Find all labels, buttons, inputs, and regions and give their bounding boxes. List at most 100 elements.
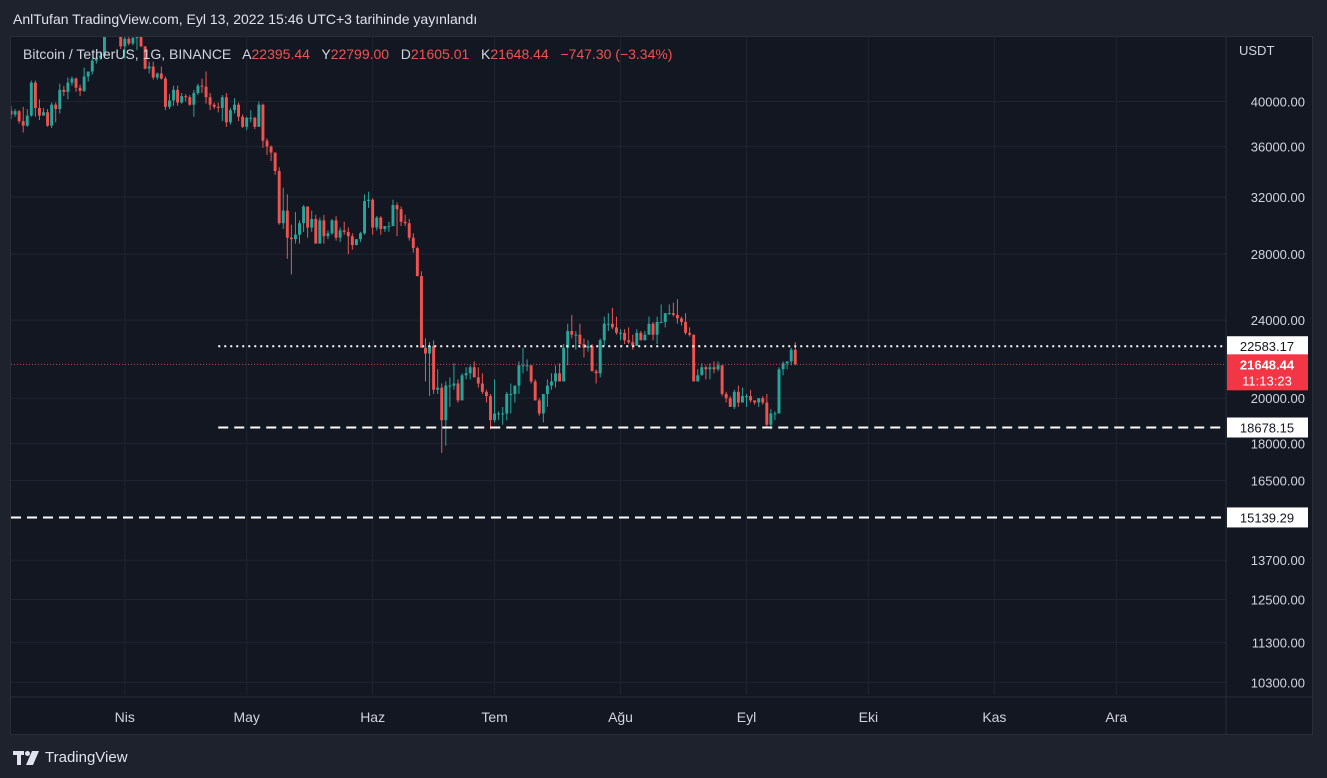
candle-body — [680, 318, 683, 322]
price-chart[interactable]: USDT 40000.00 36000.00 32000.00 28000.00 2400… — [11, 37, 1313, 735]
symbol-legend: Bitcoin / TetherUS, 1G, BINANCE A22395.4… — [23, 46, 672, 62]
candle — [732, 389, 736, 410]
candle-body — [440, 387, 444, 421]
candle — [70, 76, 74, 86]
candle — [371, 198, 375, 235]
candle-body — [631, 342, 635, 346]
candle-body — [720, 365, 724, 394]
candle-body — [574, 334, 578, 336]
candle — [781, 361, 785, 376]
candle — [521, 347, 525, 374]
price-axis: USDT 40000.00 36000.00 32000.00 28000.00 2400… — [1227, 43, 1308, 690]
candle-body — [789, 349, 793, 362]
candle — [407, 218, 411, 241]
candle-body — [354, 239, 358, 246]
candle — [456, 379, 460, 403]
candle — [350, 233, 354, 250]
footer: TradingView — [0, 738, 1327, 778]
candle-body — [54, 104, 58, 110]
price-axis-tick-label: 20000.00 — [1251, 391, 1305, 406]
price-axis-tick-label: 32000.00 — [1251, 190, 1305, 205]
candle-body — [785, 361, 789, 364]
candle-body — [716, 365, 720, 370]
candle-body — [436, 387, 440, 390]
candle-body — [724, 393, 728, 399]
candle — [54, 102, 58, 123]
candle — [753, 400, 757, 405]
candle-body — [497, 413, 501, 415]
candle-body — [216, 106, 220, 108]
candle-body — [590, 345, 594, 372]
candle — [594, 369, 598, 384]
candle-body — [180, 96, 184, 103]
close-label: K — [480, 46, 491, 62]
candle — [460, 373, 464, 401]
candle — [98, 52, 102, 60]
candle — [233, 98, 236, 114]
candle-body — [131, 37, 135, 44]
candle — [533, 379, 537, 401]
candle-body — [78, 87, 82, 91]
price-line-tag-label: 22583.17 — [1240, 339, 1294, 354]
candle — [476, 367, 480, 388]
tradingview-brand[interactable]: TradingView — [13, 749, 128, 766]
candle — [58, 83, 62, 114]
candle-body — [570, 331, 574, 335]
candle — [761, 396, 765, 405]
candle — [773, 411, 777, 421]
candle — [675, 299, 679, 324]
candle-body — [476, 377, 480, 384]
candle-body — [62, 89, 66, 92]
candle-body — [549, 381, 553, 386]
candle — [428, 342, 432, 397]
candle — [464, 367, 468, 380]
candle-body — [168, 100, 171, 107]
candle — [745, 393, 748, 407]
candle-body — [537, 400, 541, 414]
candle-body — [326, 233, 330, 237]
candle — [452, 363, 456, 390]
candle-body — [411, 237, 415, 249]
candle-body — [505, 393, 509, 414]
price-axis-tick-label: 28000.00 — [1251, 247, 1305, 262]
candle — [318, 217, 322, 244]
candle — [82, 67, 86, 92]
candle-body — [769, 413, 773, 425]
candle-body — [155, 73, 159, 78]
candle-body — [684, 321, 688, 333]
candle — [220, 95, 224, 122]
candle — [314, 214, 318, 244]
candle — [513, 385, 517, 403]
candle — [192, 89, 196, 117]
candle-body — [635, 332, 639, 346]
candle — [484, 389, 488, 403]
candle-body — [493, 413, 497, 421]
candle-body — [143, 46, 147, 69]
candle-body — [444, 385, 448, 421]
candle-body — [302, 206, 306, 224]
candle-body — [525, 365, 529, 367]
price-axis-tick-label: 11300.00 — [1252, 636, 1305, 651]
candle-body — [249, 117, 253, 119]
candle-body — [163, 78, 167, 107]
candle-body — [484, 391, 488, 397]
candle — [163, 76, 167, 111]
candle-body — [533, 381, 537, 401]
candle-body — [233, 104, 236, 111]
chart-pane[interactable]: USDT 40000.00 36000.00 32000.00 28000.00 2400… — [10, 36, 1313, 735]
candle-body — [578, 334, 582, 345]
candle-body — [667, 313, 671, 315]
candle-body — [253, 117, 257, 127]
candle-body — [367, 199, 371, 202]
candle — [33, 80, 37, 117]
symbol-name: Bitcoin / TetherUS, 1G, BINANCE — [23, 46, 232, 62]
candle — [639, 331, 643, 341]
candle-body — [615, 327, 618, 333]
candle-body — [395, 205, 399, 210]
candle-body — [37, 107, 41, 116]
candle — [667, 304, 671, 315]
candle-body — [610, 323, 614, 328]
time-axis-tick-label: Tem — [481, 709, 507, 725]
candle — [269, 145, 273, 162]
candle — [424, 338, 427, 382]
